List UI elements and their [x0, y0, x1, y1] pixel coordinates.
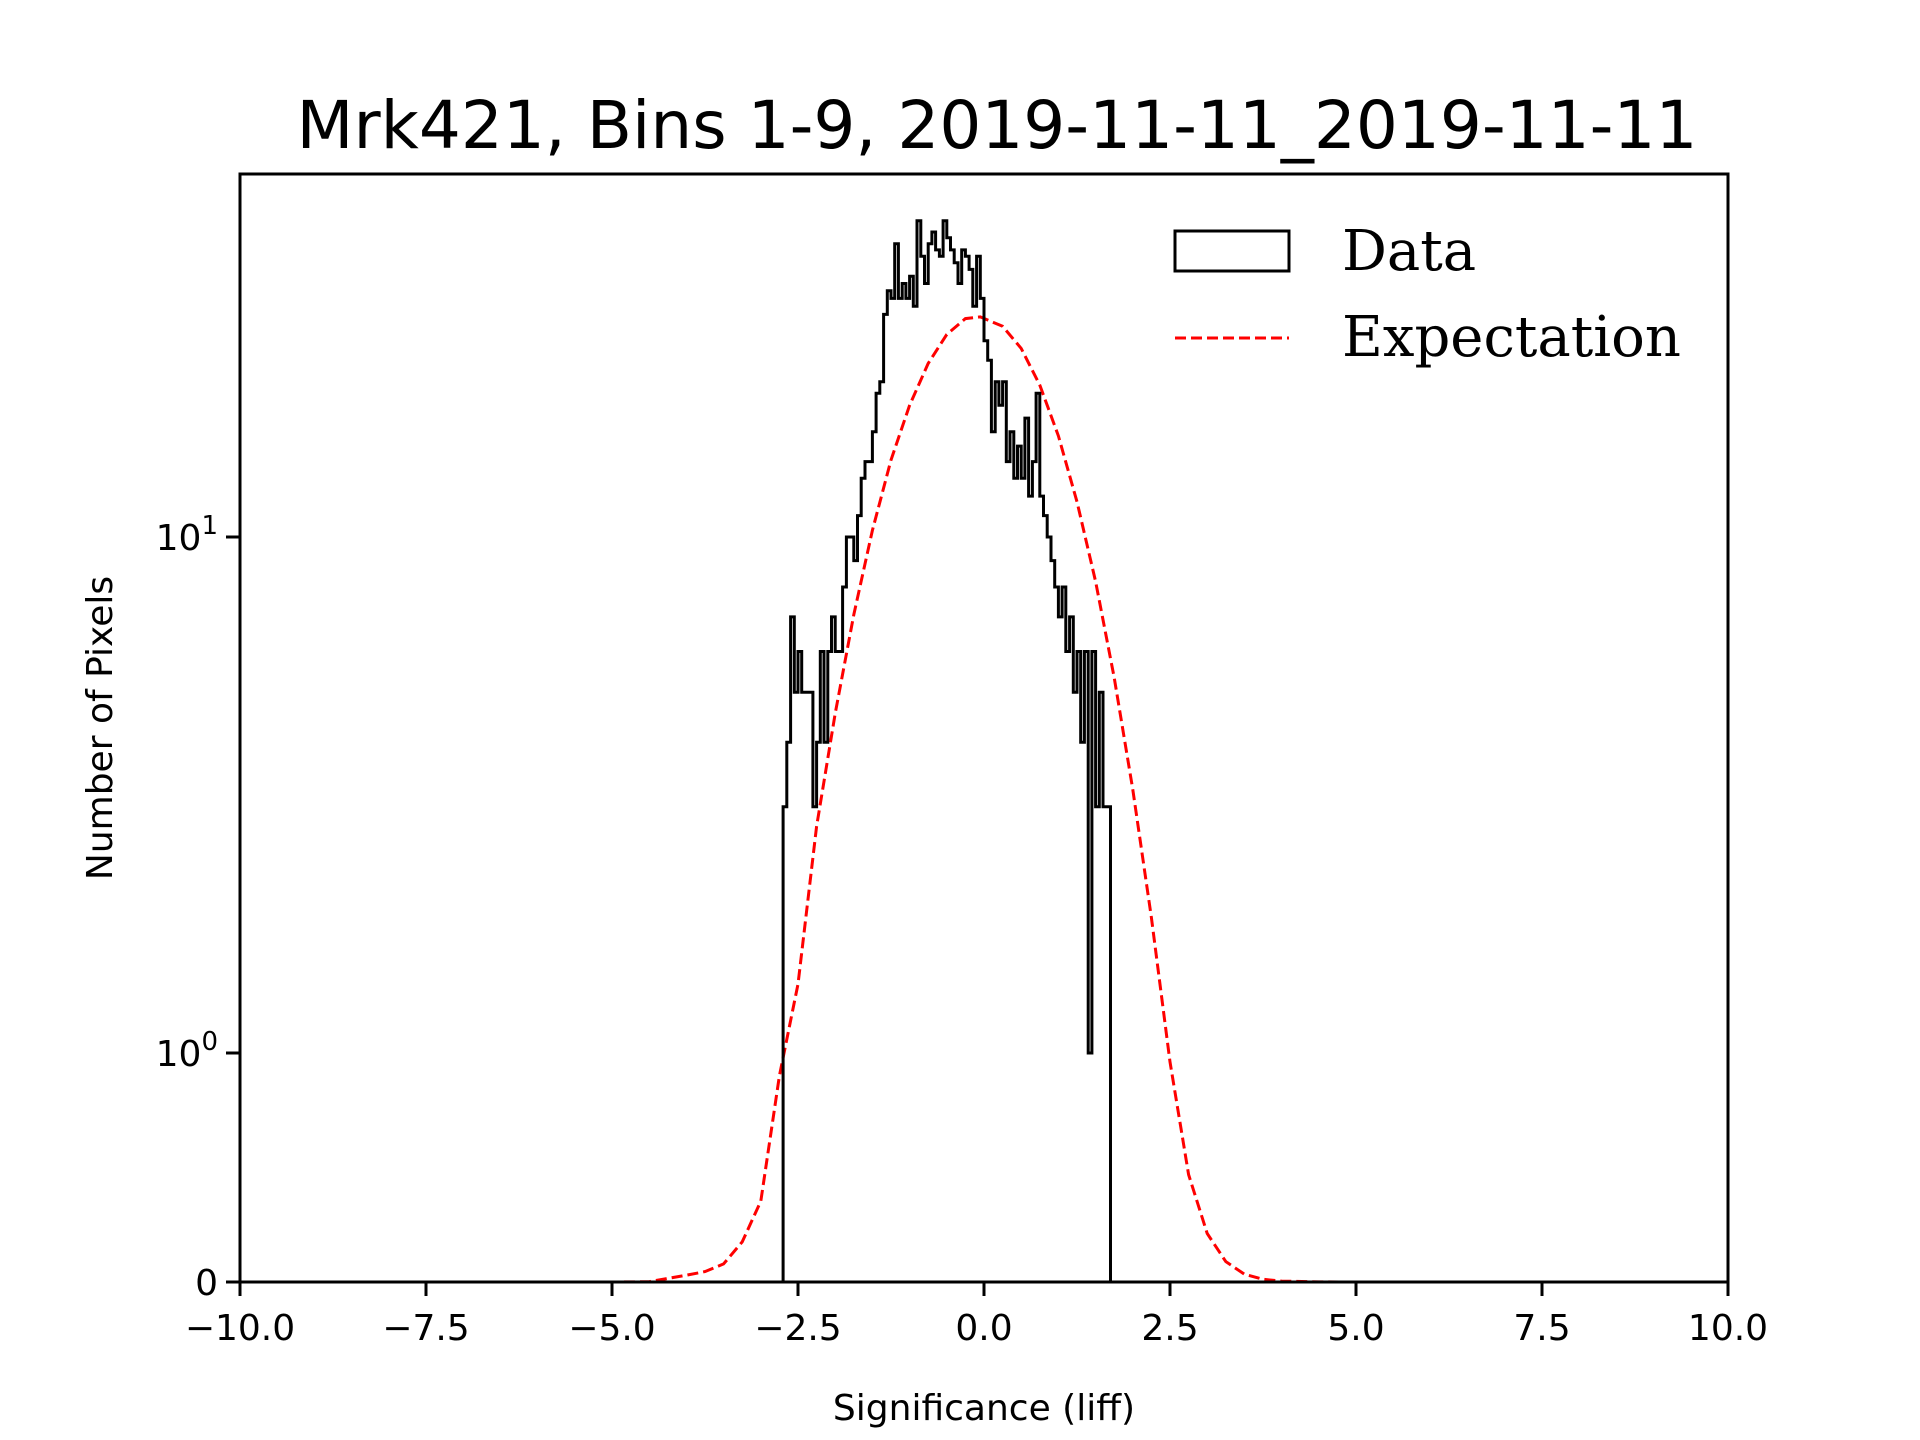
- x-tick-label: −5.0: [568, 1308, 655, 1349]
- expectation-line: [240, 315, 1728, 1282]
- legend-expectation-label: Expectation: [1342, 305, 1681, 370]
- x-axis: −10.0 −7.5 −5.0 −2.5 0.0 2.5 5.0 7.5 10.0: [185, 1282, 1768, 1349]
- x-tick-label: 0.0: [955, 1308, 1012, 1349]
- x-tick-label: −2.5: [754, 1308, 841, 1349]
- legend-data-swatch: [1173, 229, 1291, 273]
- x-tick-label: −7.5: [382, 1308, 469, 1349]
- plot-area: [240, 219, 1728, 1282]
- x-tick-label: 5.0: [1327, 1308, 1384, 1349]
- data-histogram-outline: [781, 219, 1112, 1282]
- legend-data-label: Data: [1342, 219, 1476, 284]
- y-tick-label: 101: [156, 511, 218, 559]
- x-tick-label: −10.0: [185, 1308, 295, 1349]
- chart-title: Mrk421, Bins 1-9, 2019-11-11_2019-11-11: [297, 87, 1698, 164]
- y-axis: 0 100 101: [156, 511, 240, 1304]
- legend: Data Expectation: [1173, 219, 1681, 370]
- x-axis-label: Significance (liff): [833, 1388, 1135, 1429]
- data-series: [781, 219, 1112, 1282]
- y-axis-label: Number of Pixels: [80, 576, 121, 880]
- x-tick-label: 7.5: [1513, 1308, 1570, 1349]
- expectation-series: [240, 315, 1728, 1282]
- x-tick-label: 2.5: [1141, 1308, 1198, 1349]
- x-tick-label: 10.0: [1688, 1308, 1768, 1349]
- y-tick-label: 0: [195, 1263, 218, 1304]
- y-tick-label: 100: [156, 1027, 218, 1075]
